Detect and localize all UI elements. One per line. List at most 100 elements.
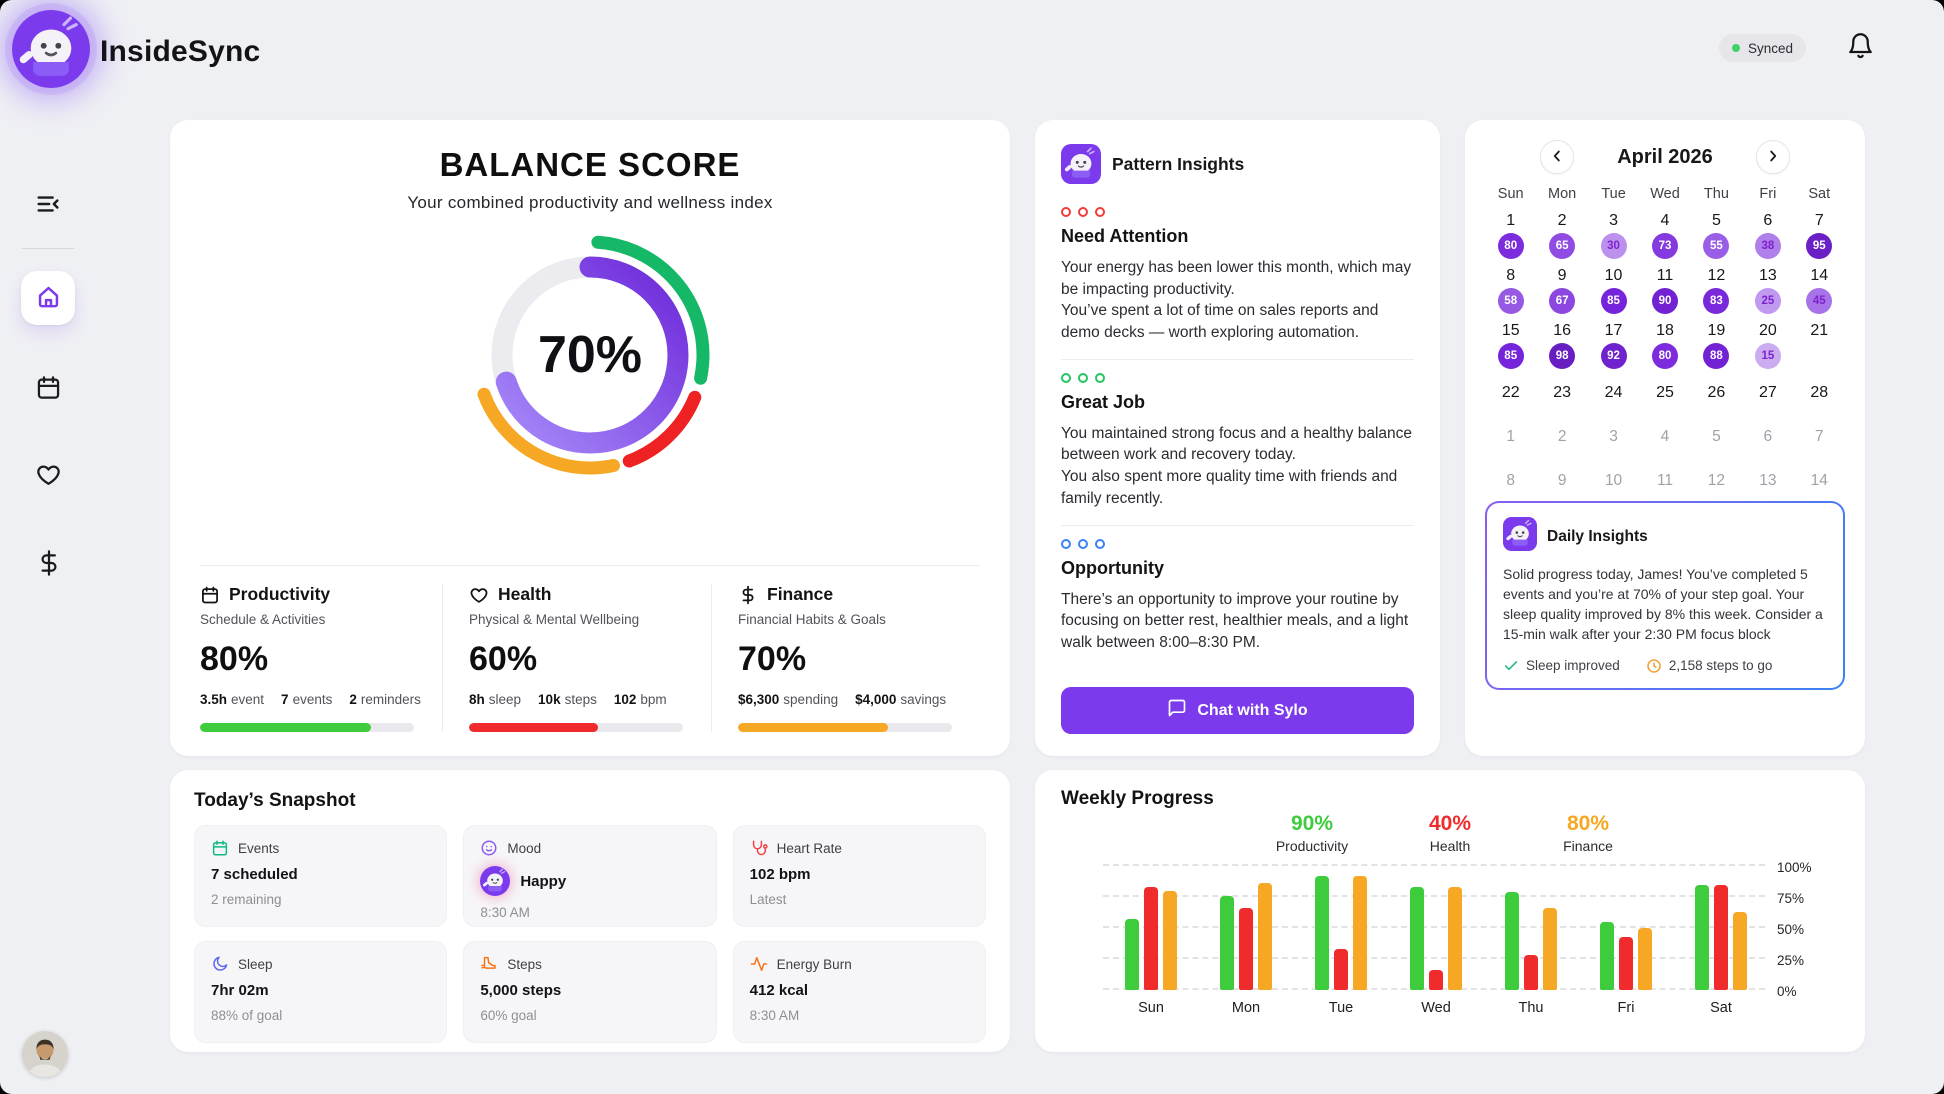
calendar-day[interactable]: 24	[1588, 369, 1639, 403]
day-number: 4	[1660, 212, 1670, 229]
bar-group-sat	[1695, 866, 1747, 990]
day-number: 12	[1707, 472, 1726, 489]
calendar-day[interactable]: 12 83	[1691, 259, 1742, 314]
x-axis-label: Sun	[1138, 1000, 1164, 1016]
calendar-day[interactable]: 22	[1485, 369, 1536, 403]
day-number: 13	[1759, 472, 1777, 489]
day-number: 14	[1810, 472, 1828, 489]
calendar-day[interactable]: 27	[1742, 369, 1793, 403]
calendar-day[interactable]: 17 92	[1588, 314, 1639, 369]
calendar-day[interactable]: 23	[1536, 369, 1587, 403]
snapshot-card-header: Energy Burn	[750, 955, 969, 973]
heart-icon	[35, 465, 62, 491]
boot-icon	[480, 955, 498, 973]
snapshot-card-label: Mood	[507, 840, 542, 856]
balance-title: BALANCE SCORE	[439, 146, 741, 183]
sync-status-dot	[1731, 44, 1740, 52]
calendar-day[interactable]: 28	[1794, 369, 1845, 403]
calendar-day[interactable]: 15 85	[1485, 314, 1536, 369]
smiley-icon	[480, 839, 498, 857]
insight-dots	[1061, 538, 1414, 549]
sidebar-item-finance[interactable]	[35, 549, 63, 577]
sidebar-item-calendar[interactable]	[35, 374, 62, 401]
app-logo[interactable]	[12, 10, 90, 88]
clock-icon	[1646, 658, 1662, 674]
bar-finance	[1448, 887, 1462, 990]
legend-label: Health	[1429, 838, 1471, 854]
calendar-day[interactable]: 10 85	[1588, 259, 1639, 314]
daily-badge: Sleep improved	[1503, 658, 1620, 674]
calendar-day[interactable]: 5 55	[1691, 204, 1742, 259]
x-axis-label: Fri	[1617, 1000, 1635, 1016]
chart-gridline	[1103, 864, 1765, 866]
day-number: 10	[1604, 267, 1623, 284]
robot-avatar-icon	[480, 866, 511, 896]
day-score-badge: 98	[1549, 343, 1576, 369]
pulse-icon	[750, 955, 768, 973]
bar-health	[1144, 887, 1158, 990]
day-number: 2	[1557, 428, 1567, 445]
bar-finance	[1258, 883, 1272, 990]
calendar-day: 6	[1742, 403, 1793, 447]
sidebar-collapse-button[interactable]	[34, 190, 62, 218]
robot-avatar-icon	[1503, 517, 1537, 556]
daily-insights-box: Daily Insights Solid progress today, Jam…	[1485, 501, 1845, 690]
calendar-day[interactable]: 13 25	[1742, 259, 1793, 314]
notifications-button[interactable]	[1847, 32, 1874, 59]
balance-category-finance: Finance Financial Habits & Goals 70% $6,300…	[711, 584, 980, 732]
chart-gridline	[1103, 926, 1765, 928]
calendar-day[interactable]: 25	[1639, 369, 1690, 403]
bar-group-tue	[1315, 866, 1367, 990]
daily-badge-text: Sleep improved	[1526, 658, 1620, 673]
calendar-month-label: April 2026	[1617, 145, 1713, 168]
calendar-day[interactable]: 7 95	[1794, 204, 1845, 259]
sync-status-label: Synced	[1747, 40, 1793, 56]
calendar-next-button[interactable]	[1756, 140, 1790, 174]
calendar-day[interactable]: 8 58	[1485, 259, 1536, 314]
sidebar-item-home[interactable]	[21, 271, 75, 325]
calendar-day[interactable]: 9 67	[1536, 259, 1587, 314]
snapshot-card-heart-rate: Heart Rate 102 bpm Latest	[732, 825, 986, 927]
dot-icon	[1095, 207, 1105, 217]
day-number: 8	[1506, 472, 1516, 489]
calendar-day[interactable]: 1 80	[1485, 204, 1536, 259]
calendar-day[interactable]: 14 45	[1794, 259, 1845, 314]
calendar-day[interactable]: 6 38	[1742, 204, 1793, 259]
category-detail: $6,300 spending	[738, 692, 839, 707]
sidebar-item-health[interactable]	[35, 461, 62, 488]
category-name: Finance	[767, 584, 834, 604]
category-percent: 80%	[200, 640, 269, 678]
day-number: 15	[1501, 322, 1520, 339]
insight-heading: Great Job	[1061, 391, 1146, 412]
calendar-day[interactable]: 11 90	[1639, 259, 1690, 314]
day-number: 17	[1604, 322, 1623, 339]
calendar-day[interactable]: 16 98	[1536, 314, 1587, 369]
day-number: 14	[1810, 267, 1829, 284]
calendar-day[interactable]: 21	[1794, 314, 1845, 369]
day-number: 6	[1763, 428, 1773, 445]
category-progress-fill	[200, 723, 372, 732]
calendar-day[interactable]: 3 30	[1588, 204, 1639, 259]
insight-text: There’s an opportunity to improve your r…	[1061, 590, 1409, 651]
calendar-day[interactable]: 2 65	[1536, 204, 1587, 259]
day-number: 24	[1604, 384, 1623, 401]
check-icon	[1503, 658, 1519, 674]
calendar-prev-button[interactable]	[1540, 140, 1574, 174]
day-score-badge: 83	[1703, 288, 1730, 314]
calendar-day[interactable]: 4 73	[1639, 204, 1690, 259]
calendar-day[interactable]: 26	[1691, 369, 1742, 403]
calendar-day[interactable]: 18 80	[1639, 314, 1690, 369]
day-score-badge: 85	[1497, 343, 1524, 369]
category-detail: 7 events	[281, 692, 333, 707]
pattern-insights-title: Pattern Insights	[1112, 153, 1245, 174]
bell-icon	[1847, 33, 1874, 62]
category-subtitle: Financial Habits & Goals	[738, 612, 886, 627]
user-avatar[interactable]	[22, 1031, 68, 1077]
calendar-day: 5	[1691, 403, 1742, 447]
calendar-day[interactable]: 19 88	[1691, 314, 1742, 369]
chat-with-sylo-button[interactable]: Chat with Sylo	[1061, 687, 1414, 734]
calendar-day: 4	[1639, 403, 1690, 447]
calendar-day[interactable]: 20 15	[1742, 314, 1793, 369]
stethoscope-icon	[750, 839, 768, 857]
insight-dots	[1061, 207, 1414, 217]
